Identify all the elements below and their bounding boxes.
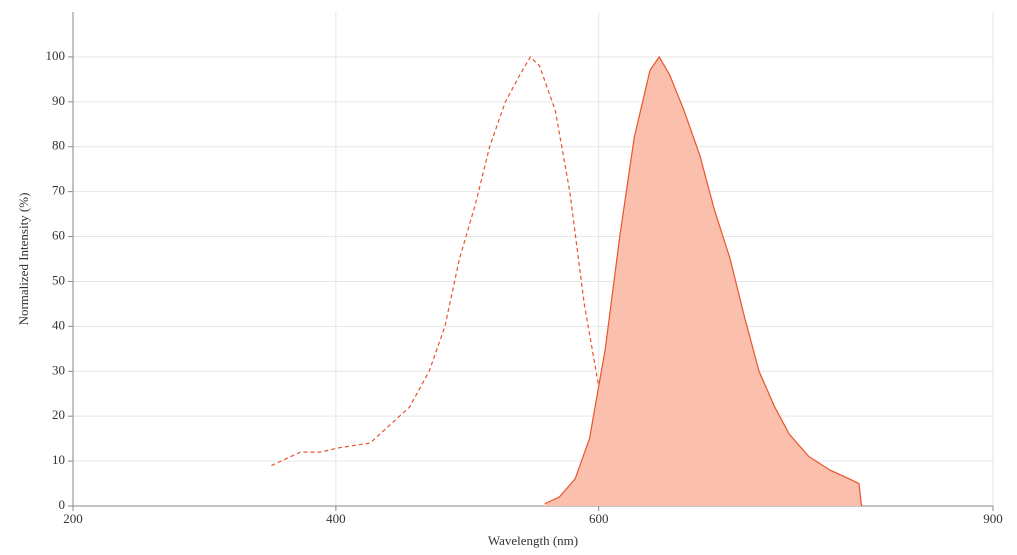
y-tick-label: 50 xyxy=(52,272,65,287)
y-tick-label: 30 xyxy=(52,362,65,377)
y-tick-label: 70 xyxy=(52,183,65,198)
y-axis-label: Normalized Intensity (%) xyxy=(16,193,31,326)
y-tick-label: 40 xyxy=(52,317,65,332)
y-tick-label: 0 xyxy=(59,497,66,512)
y-tick-label: 20 xyxy=(52,407,65,422)
x-tick-label: 900 xyxy=(983,511,1003,526)
y-tick-label: 60 xyxy=(52,228,65,243)
y-tick-label: 100 xyxy=(46,48,66,63)
y-tick-label: 10 xyxy=(52,452,65,467)
y-tick-label: 90 xyxy=(52,93,65,108)
line xyxy=(544,55,863,507)
x-tick-label: 600 xyxy=(589,511,609,526)
x-axis-label: Wavelength (nm) xyxy=(488,533,578,548)
area xyxy=(544,56,862,507)
y-tick-label: 80 xyxy=(52,138,65,153)
x-tick-label: 200 xyxy=(63,511,83,526)
x-tick-label: 400 xyxy=(326,511,346,526)
